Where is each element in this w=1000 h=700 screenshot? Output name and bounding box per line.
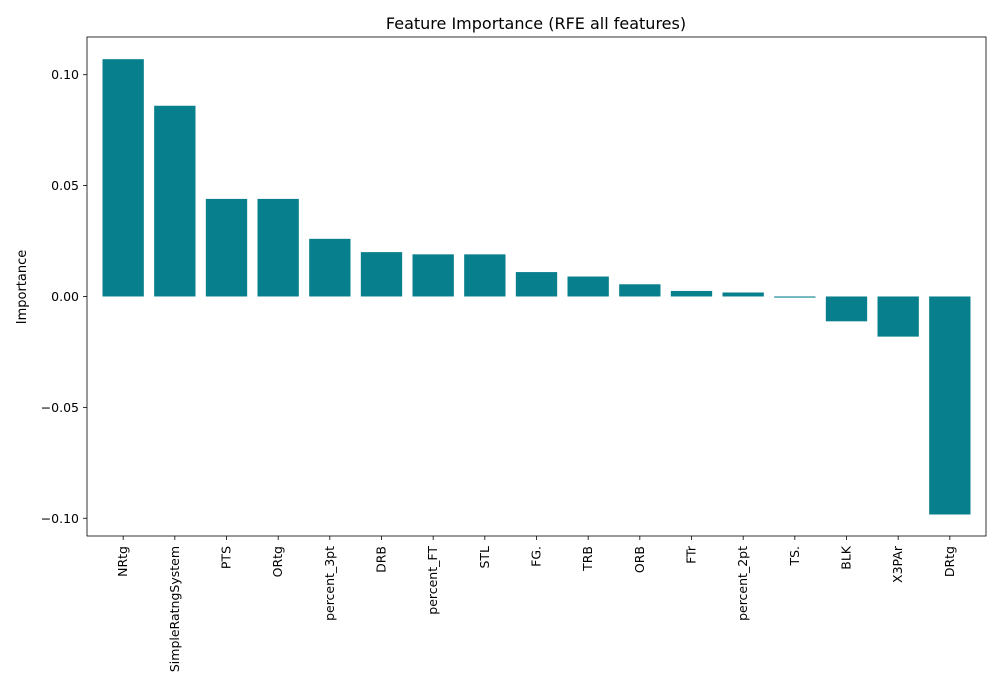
y-tick-label: 0.00 [51, 289, 79, 304]
bar-blk [825, 296, 868, 322]
chart-title: Feature Importance (RFE all features) [386, 14, 686, 33]
bar-x3par [877, 296, 919, 337]
x-tick-label: FG. [529, 546, 544, 567]
bar-ftr [670, 290, 713, 297]
bar-pts [205, 198, 248, 297]
y-tick-label: 0.05 [51, 178, 79, 193]
x-tick-label: TS. [787, 546, 802, 567]
bar-drtg [929, 296, 971, 515]
y-tick-label: −0.05 [41, 400, 79, 415]
y-axis-label: Importance [15, 250, 30, 325]
x-tick-label: percent_FT [425, 546, 440, 615]
x-tick-label: STL [477, 546, 492, 569]
bar-percent-2pt [722, 292, 764, 297]
bar-ts- [774, 296, 816, 298]
y-tick-label: −0.10 [41, 511, 79, 526]
plot-frame [86, 36, 987, 537]
x-tick-label: SimpleRatngSystem [167, 546, 182, 672]
x-tick-label: BLK [839, 545, 854, 570]
x-tick-label: FTr [684, 545, 699, 564]
y-tick-label: 0.10 [51, 67, 79, 82]
x-tick-label: percent_2pt [735, 546, 750, 621]
bar-stl [464, 254, 506, 297]
x-tick-label: DRB [374, 546, 389, 573]
x-tick-label: DRtg [942, 546, 957, 577]
bar-percent-3pt [309, 238, 351, 297]
bar-percent-ft [412, 254, 454, 297]
bar-nrtg [102, 59, 144, 297]
bar-fg- [515, 272, 558, 297]
bar-ortg [257, 198, 299, 297]
x-tick-label: percent_3pt [322, 546, 337, 621]
plot-area: NRtg SimpleRatngSystem PTS ORtg percent_3pt D… [41, 36, 987, 672]
x-tick-label: ORB [632, 546, 647, 573]
bar-trb [567, 276, 609, 297]
x-tick-label: TRB [580, 546, 595, 572]
x-tick-label: NRtg [115, 546, 130, 577]
x-tick-label: ORtg [270, 546, 285, 577]
bar-simpleratngsystem [154, 105, 196, 297]
bar-drb [360, 252, 403, 297]
x-tick-label: PTS [219, 546, 234, 569]
bar-orb [619, 284, 661, 297]
x-tick-label: X3PAr [890, 545, 905, 583]
